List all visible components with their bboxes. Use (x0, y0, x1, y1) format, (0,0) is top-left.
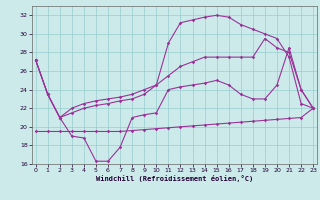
X-axis label: Windchill (Refroidissement éolien,°C): Windchill (Refroidissement éolien,°C) (96, 175, 253, 182)
